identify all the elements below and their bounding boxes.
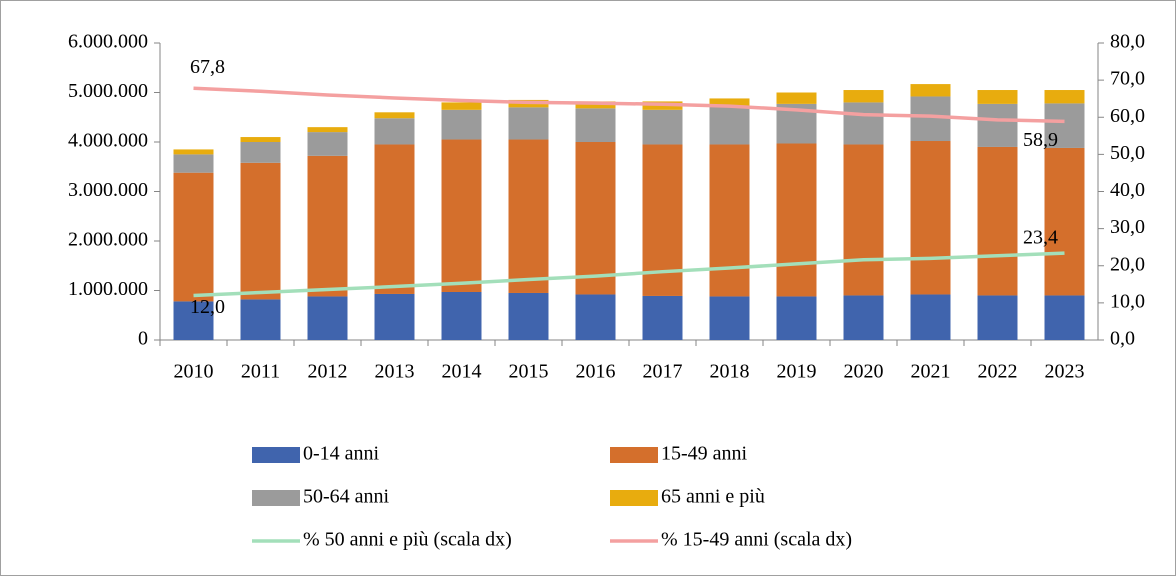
bar-segment xyxy=(575,142,616,295)
bar-segment xyxy=(709,98,750,107)
bar-segment xyxy=(575,108,616,142)
legend-swatch xyxy=(252,490,300,506)
x-tick-label: 2020 xyxy=(844,361,884,383)
bar-segment xyxy=(977,103,1018,147)
bar-segment xyxy=(240,142,281,163)
y-tick-label: 4.000.000 xyxy=(68,130,148,152)
x-tick-label: 2017 xyxy=(643,361,683,383)
bar-segment xyxy=(374,293,415,340)
bar-segment xyxy=(977,90,1018,104)
bar-segment xyxy=(1044,103,1085,148)
y-tick-label: 0 xyxy=(138,328,148,350)
legend-label: 50-64 anni xyxy=(303,486,390,508)
y2-tick-label: 30,0 xyxy=(1110,216,1145,238)
bar-segment xyxy=(575,294,616,340)
bar-segment xyxy=(441,139,482,292)
data-label: 67,8 xyxy=(190,56,225,78)
legend-swatch xyxy=(610,490,658,506)
bar-segment xyxy=(307,132,348,156)
bar-segment xyxy=(1044,295,1085,340)
bar-segment xyxy=(843,144,884,296)
line-series xyxy=(193,251,1065,298)
bar-segment xyxy=(776,143,817,297)
y2-tick-label: 10,0 xyxy=(1110,290,1145,312)
x-tick-label: 2018 xyxy=(710,361,750,383)
bar-segment xyxy=(374,112,415,119)
bar-segment xyxy=(240,162,281,300)
y-tick-label: 6.000.000 xyxy=(68,31,148,53)
x-tick-label: 2019 xyxy=(777,361,817,383)
bar-segment xyxy=(709,296,750,340)
bar-segment xyxy=(977,146,1018,296)
bar-segment xyxy=(307,296,348,340)
data-label: 23,4 xyxy=(1023,227,1058,249)
bar-segment xyxy=(776,296,817,340)
bar-segment xyxy=(374,144,415,294)
bar-segment xyxy=(709,144,750,297)
bar-segment xyxy=(910,141,951,295)
bar-segment xyxy=(240,137,281,142)
legend-label: 0-14 anni xyxy=(303,443,380,465)
legend-swatch xyxy=(252,447,300,463)
x-tick-label: 2013 xyxy=(375,361,415,383)
y-tick-label: 5.000.000 xyxy=(68,80,148,102)
x-tick-label: 2016 xyxy=(576,361,616,383)
bar-segment xyxy=(374,118,415,145)
bar-segment xyxy=(508,139,549,293)
bar-segment xyxy=(1044,90,1085,104)
x-tick-label: 2015 xyxy=(509,361,549,383)
y2-tick-label: 60,0 xyxy=(1110,105,1145,127)
y-tick-label: 3.000.000 xyxy=(68,179,148,201)
x-tick-label: 2010 xyxy=(174,361,214,383)
bar-segment xyxy=(441,102,482,110)
y2-tick-label: 80,0 xyxy=(1110,31,1145,53)
bar-segment xyxy=(441,291,482,340)
bar-segment xyxy=(508,292,549,340)
x-tick-label: 2014 xyxy=(442,361,482,383)
y2-tick-label: 70,0 xyxy=(1110,68,1145,90)
x-tick-label: 2012 xyxy=(308,361,348,383)
bar-segment xyxy=(843,295,884,340)
legend-label: % 15-49 anni (scala dx) xyxy=(661,529,852,551)
bar-segment xyxy=(173,149,214,155)
y2-tick-label: 50,0 xyxy=(1110,142,1145,164)
bar-segment xyxy=(307,127,348,133)
bar-segment xyxy=(173,154,214,173)
legend-swatch xyxy=(610,447,658,463)
x-tick-label: 2022 xyxy=(978,361,1018,383)
bar-segment xyxy=(441,109,482,140)
y2-tick-label: 0,0 xyxy=(1110,328,1135,350)
bar-segment xyxy=(910,84,951,97)
x-tick-label: 2023 xyxy=(1045,361,1085,383)
y2-tick-label: 20,0 xyxy=(1110,253,1145,275)
x-tick-label: 2021 xyxy=(911,361,951,383)
bar-segment xyxy=(508,107,549,140)
y-tick-label: 2.000.000 xyxy=(68,229,148,251)
bar-segment xyxy=(642,295,683,340)
bar-segment xyxy=(173,301,214,340)
bar-segment xyxy=(642,109,683,145)
legend-label: 15-49 anni xyxy=(661,443,748,465)
bar-segment xyxy=(240,299,281,340)
bar-segment xyxy=(910,96,951,142)
bar-segment xyxy=(910,294,951,340)
data-label: 12,0 xyxy=(190,296,225,318)
bar-segment xyxy=(307,155,348,297)
data-label: 58,9 xyxy=(1023,129,1058,151)
bar-segment xyxy=(1044,147,1085,296)
bar-segment xyxy=(173,172,214,302)
bar-segment xyxy=(843,102,884,145)
x-tick-label: 2011 xyxy=(241,361,280,383)
bar-segment xyxy=(843,90,884,103)
y-tick-label: 1.000.000 xyxy=(68,278,148,300)
bar-segment xyxy=(776,92,817,104)
bar-segment xyxy=(709,106,750,145)
y2-tick-label: 40,0 xyxy=(1110,179,1145,201)
line-series xyxy=(193,86,1065,124)
bar-segment xyxy=(977,295,1018,340)
legend-label: % 50 anni e più (scala dx) xyxy=(303,529,512,551)
legend-label: 65 anni e più xyxy=(661,486,765,508)
